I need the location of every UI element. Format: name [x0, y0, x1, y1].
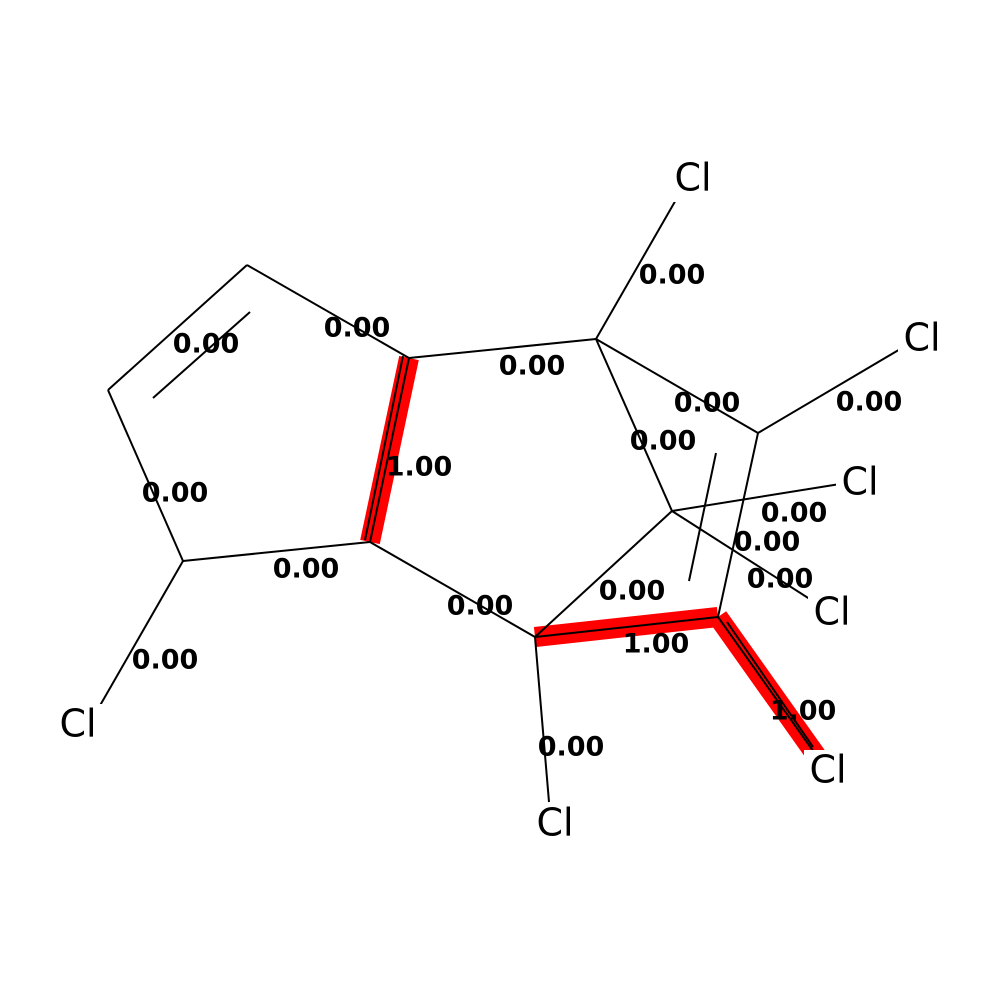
bond-line-inner: [726, 621, 814, 748]
bond-line: [97, 560, 184, 710]
bond-weight-label: 0.00: [538, 732, 605, 763]
bond-weight-label: 0.00: [132, 645, 199, 676]
bond-label-layer: 0.000.000.000.000.001.000.000.000.00 0.00…: [132, 260, 903, 763]
bond-weight-label: 0.00: [324, 313, 391, 344]
chlorine-atom-label: Cl: [841, 460, 878, 504]
bond-line: [534, 510, 673, 638]
bond-line: [534, 636, 550, 803]
bond-line-inner: [688, 452, 717, 582]
bond-line: [717, 432, 759, 618]
bond-weight-label: 0.00: [674, 388, 741, 419]
bond-line: [369, 357, 410, 543]
bond-weight-label: 1.00: [386, 452, 453, 483]
atom-label-background: [669, 158, 717, 202]
atom-label-background: [808, 592, 856, 636]
chlorine-atom-label: Cl: [903, 316, 940, 360]
atom-label-background: [804, 750, 852, 794]
bond-line-inner: [364, 355, 404, 541]
bond-line: [595, 338, 673, 512]
bond-line: [369, 541, 536, 638]
atom-label-background: [531, 803, 579, 847]
bond-line: [757, 347, 903, 434]
atom-label-background: [898, 318, 946, 362]
bond-weight-label: 1.00: [770, 696, 837, 727]
chlorine-atom-label: Cl: [809, 748, 846, 792]
bond-weight-label: 0.00: [599, 576, 666, 607]
bond-weight-label: 1.00: [623, 629, 690, 660]
bond-weight-label: 0.00: [447, 591, 514, 622]
bond-line: [107, 264, 248, 391]
atom-label-layer: Cl Cl Cl Cl Cl Cl Cl: [54, 156, 946, 847]
bond-line: [671, 510, 817, 604]
bond-line: [107, 389, 184, 562]
bond-weight-label: 0.00: [630, 426, 697, 457]
bond-line: [595, 338, 759, 434]
bond-weight-label: 0.00: [142, 478, 209, 509]
chlorine-atom-label: Cl: [813, 590, 850, 634]
bond-weight-label: 0.00: [499, 351, 566, 382]
bond-weight-label: 0.00: [761, 498, 828, 529]
chlorine-atom-label: Cl: [536, 801, 573, 845]
chlorine-atom-label: Cl: [674, 156, 711, 200]
bond-line: [534, 616, 719, 638]
bond-line: [246, 264, 410, 359]
bond-layer: [97, 197, 903, 803]
bond-line: [408, 338, 597, 359]
bond-line: [671, 483, 841, 512]
bond-line-inner: [152, 311, 251, 399]
chlorine-atom-label: Cl: [59, 702, 96, 746]
bond-weight-label: 0.00: [639, 260, 706, 291]
bond-line: [717, 616, 829, 773]
atom-label-background: [54, 704, 102, 748]
bond-weight-label: 0.00: [273, 554, 340, 585]
bond-weight-label: 0.00: [173, 329, 240, 360]
bond-line: [595, 197, 678, 340]
bond-weight-label: 0.00: [836, 387, 903, 418]
bond-line: [182, 541, 371, 562]
atom-label-background: [836, 462, 884, 506]
bond-weight-label: 0.00: [747, 564, 814, 595]
bond-weight-label: 0.00: [734, 527, 801, 558]
